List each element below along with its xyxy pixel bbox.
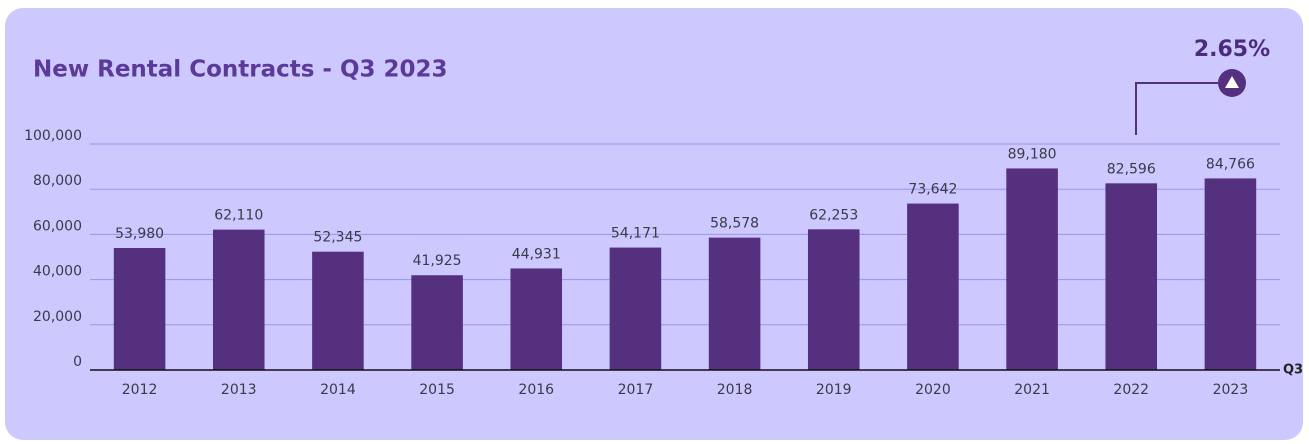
x-tick-label: 2022 [1113,382,1149,398]
data-label: 73,642 [908,182,957,198]
bar [708,237,761,370]
x-tick-label: 2013 [221,382,257,398]
data-label: 41,925 [413,253,462,269]
bar [212,229,265,370]
x-tick-label: 2021 [1014,382,1050,398]
bar [510,268,563,370]
y-tick-label: 80,000 [33,173,82,189]
x-tick-label: 2017 [618,382,654,398]
up-arrow [1225,76,1239,88]
x-tick-label: 2018 [717,382,753,398]
bar [907,203,959,370]
bar [312,251,364,370]
x-tick-label: 2012 [122,382,158,398]
bar [1204,178,1257,370]
x-tick-label: 2023 [1213,382,1249,398]
y-tick-label: 20,000 [33,309,82,325]
chart-title: New Rental Contracts - Q3 2023 [33,57,448,83]
x-tick-label: 2020 [915,382,951,398]
data-label: 53,980 [115,226,164,242]
data-label: 44,931 [512,246,561,262]
x-tick-label: 2016 [518,382,554,398]
y-tick-label: 0 [73,354,82,370]
data-label: 62,253 [809,207,858,223]
y-tick-label: 60,000 [33,218,82,234]
data-label: 84,766 [1206,156,1255,172]
annotation: 2.65% [1194,37,1270,62]
data-label: 54,171 [611,226,660,242]
bar [807,229,860,370]
y-tick-label: 40,000 [33,264,82,280]
bar [1105,183,1158,370]
data-label: 82,596 [1107,161,1156,177]
bar [113,248,166,370]
data-label: 58,578 [710,216,759,232]
data-label: 89,180 [1008,146,1057,162]
x-tick-label: 2019 [816,382,852,398]
x-tick-label: 2014 [320,382,356,398]
bar [411,275,463,370]
data-label: 62,110 [214,208,263,224]
x-axis-label: Q3 [1283,363,1303,378]
bar [1006,168,1058,370]
x-tick-label: 2015 [419,382,455,398]
annotation-connector [1135,82,1218,135]
bar [609,247,662,370]
data-label: 52,345 [313,230,362,246]
y-tick-label: 100,000 [24,128,82,144]
